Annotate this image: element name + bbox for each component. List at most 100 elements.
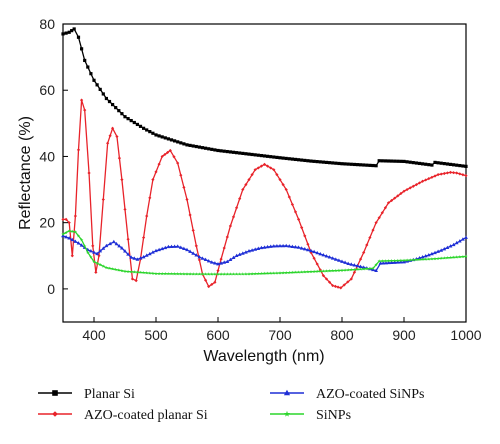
data-point bbox=[148, 196, 152, 200]
x-tick-label: 500 bbox=[144, 327, 168, 343]
data-point bbox=[281, 182, 285, 187]
data-point bbox=[207, 284, 211, 289]
legend-item: AZO-coated SiNPs bbox=[270, 387, 425, 402]
data-point bbox=[89, 249, 93, 253]
data-point bbox=[464, 235, 468, 239]
data-point bbox=[275, 243, 279, 248]
data-point bbox=[396, 159, 400, 163]
data-point bbox=[284, 243, 289, 248]
data-point bbox=[101, 246, 106, 250]
data-point bbox=[355, 267, 360, 271]
data-point bbox=[166, 137, 170, 141]
data-point bbox=[458, 172, 462, 176]
data-point bbox=[76, 234, 81, 238]
y-tick-label: 40 bbox=[39, 148, 55, 164]
data-point bbox=[76, 241, 81, 245]
data-point bbox=[235, 151, 239, 155]
data-point bbox=[309, 269, 313, 274]
data-point bbox=[197, 258, 201, 262]
data-point bbox=[92, 78, 96, 82]
data-point bbox=[219, 272, 223, 276]
data-point bbox=[209, 260, 214, 264]
data-point bbox=[358, 264, 363, 268]
data-point bbox=[340, 259, 344, 263]
data-point bbox=[399, 258, 403, 262]
data-point bbox=[259, 271, 264, 276]
data-point bbox=[228, 150, 232, 154]
data-point bbox=[250, 152, 254, 157]
data-point bbox=[455, 163, 459, 167]
data-point bbox=[106, 141, 110, 145]
data-point bbox=[256, 246, 261, 250]
data-point bbox=[306, 247, 310, 252]
legend-label: Planar Si bbox=[84, 387, 135, 402]
data-point bbox=[293, 210, 298, 214]
data-point bbox=[188, 143, 192, 148]
data-point bbox=[123, 249, 127, 253]
data-point bbox=[439, 248, 444, 252]
data-point bbox=[216, 272, 220, 276]
data-point bbox=[238, 151, 242, 155]
data-point bbox=[278, 271, 282, 275]
data-point bbox=[191, 144, 195, 148]
data-point bbox=[244, 152, 248, 156]
data-point bbox=[61, 32, 65, 36]
data-point bbox=[361, 265, 366, 269]
data-point bbox=[120, 112, 124, 116]
data-point bbox=[343, 268, 347, 272]
data-point bbox=[389, 258, 394, 263]
data-point bbox=[234, 253, 239, 258]
data-point bbox=[417, 255, 422, 260]
data-point bbox=[98, 262, 102, 267]
data-point bbox=[414, 161, 418, 165]
data-point bbox=[386, 159, 391, 163]
data-point bbox=[383, 259, 388, 263]
plot-frame bbox=[62, 23, 467, 323]
data-point bbox=[191, 228, 195, 232]
data-point bbox=[272, 168, 276, 172]
data-point bbox=[235, 206, 239, 210]
data-point bbox=[157, 271, 161, 276]
data-point bbox=[228, 257, 233, 262]
data-point bbox=[216, 261, 220, 266]
data-point bbox=[433, 250, 437, 255]
data-point bbox=[315, 269, 319, 273]
data-point bbox=[328, 161, 332, 165]
data-point bbox=[427, 163, 431, 167]
data-point bbox=[386, 260, 391, 265]
data-point bbox=[436, 161, 440, 165]
data-point bbox=[253, 153, 257, 157]
data-point bbox=[306, 242, 310, 246]
data-point bbox=[204, 146, 208, 150]
data-point bbox=[151, 250, 155, 254]
data-point bbox=[461, 173, 465, 177]
data-point bbox=[331, 283, 335, 288]
data-point bbox=[386, 258, 391, 263]
data-point bbox=[436, 256, 440, 261]
data-point bbox=[458, 255, 462, 259]
x-tick-label: 700 bbox=[268, 327, 292, 343]
data-point bbox=[94, 270, 98, 274]
data-point bbox=[365, 243, 369, 247]
data-point bbox=[91, 244, 95, 248]
data-point bbox=[73, 230, 78, 234]
data-point bbox=[386, 201, 391, 205]
data-point bbox=[346, 280, 350, 284]
y-tick-label: 0 bbox=[47, 281, 55, 297]
data-point bbox=[163, 245, 168, 250]
data-point bbox=[95, 83, 99, 87]
data-point bbox=[225, 259, 230, 264]
data-point bbox=[73, 239, 78, 243]
data-point bbox=[123, 115, 127, 119]
data-point bbox=[451, 255, 456, 259]
data-point bbox=[207, 147, 211, 151]
data-point bbox=[108, 134, 112, 138]
data-point bbox=[64, 217, 68, 221]
data-point bbox=[318, 160, 322, 164]
data-point bbox=[123, 207, 127, 212]
data-point bbox=[160, 246, 165, 251]
data-point bbox=[256, 271, 261, 276]
data-point bbox=[145, 214, 149, 218]
data-point bbox=[151, 271, 155, 275]
data-point bbox=[315, 160, 319, 164]
